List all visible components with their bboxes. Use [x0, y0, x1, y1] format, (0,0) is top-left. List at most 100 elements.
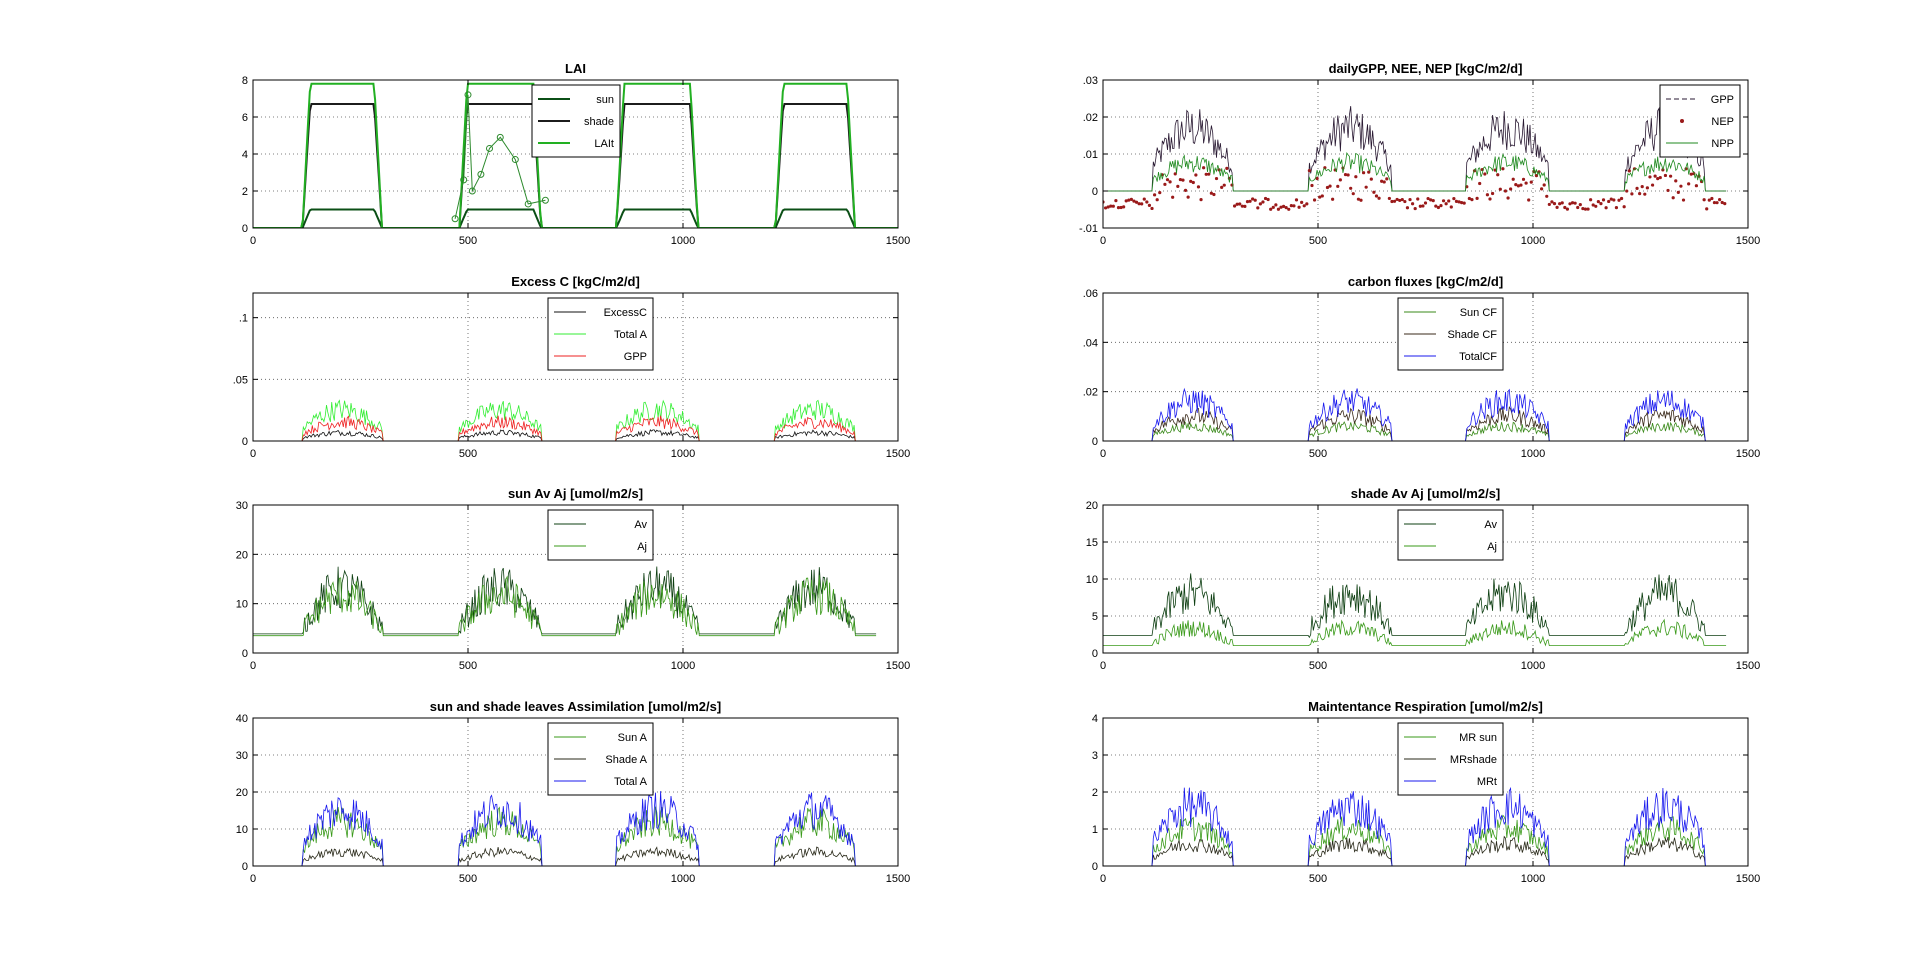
nep-marker — [1612, 198, 1616, 202]
legend: MR sun MRshade MRt — [1397, 722, 1504, 796]
x-tick-label: 1500 — [886, 873, 910, 885]
extra-point — [477, 170, 485, 178]
nep-marker — [1106, 205, 1110, 209]
series-line-shade-cf — [1103, 405, 1727, 441]
nep-marker — [1609, 197, 1613, 201]
series-line-av — [1103, 573, 1727, 639]
nep-marker — [1576, 205, 1580, 210]
nep-marker — [1563, 205, 1567, 210]
nep-marker — [1648, 175, 1652, 179]
y-tick-label: 2 — [242, 186, 248, 198]
nep-marker — [1207, 172, 1211, 176]
series-line-npp — [1103, 152, 1727, 192]
nep-marker — [1669, 174, 1673, 178]
chart-0: 0 500 1000 1500 0 2 4 6 8 LAI sun shade LAIt — [242, 61, 910, 247]
nep-marker — [1398, 198, 1402, 203]
y-tick-label: .1 — [239, 313, 248, 325]
nep-marker — [1405, 206, 1410, 210]
nep-marker — [1287, 207, 1291, 211]
extra-point — [496, 133, 504, 141]
y-tick-label: 4 — [1092, 713, 1098, 725]
nep-marker — [1509, 187, 1513, 191]
nep-marker — [1627, 169, 1631, 173]
y-tick-label: 5 — [1092, 611, 1098, 623]
nep-marker — [1225, 166, 1229, 170]
series-group — [253, 791, 877, 866]
nep-marker — [1111, 204, 1115, 208]
series-line-shade — [253, 103, 898, 228]
nep-marker — [1209, 191, 1213, 195]
nep-marker — [1372, 190, 1376, 194]
nep-marker — [1511, 177, 1515, 181]
nep-marker — [1521, 177, 1526, 181]
y-tick-label: 0 — [1092, 648, 1098, 660]
nep-marker — [1196, 185, 1201, 189]
nep-marker — [1447, 199, 1451, 203]
legend-label: Total A — [614, 776, 648, 788]
x-tick-label: 500 — [459, 448, 477, 460]
nep-marker — [1596, 200, 1600, 204]
nep-marker — [1315, 176, 1319, 181]
x-tick-label: 1500 — [1736, 660, 1760, 672]
nep-marker — [1707, 198, 1711, 202]
x-tick-label: 500 — [1309, 873, 1327, 885]
y-tick-label: 3 — [1092, 750, 1098, 762]
legend: ExcessC Total A GPP — [547, 297, 654, 371]
nep-marker — [1109, 204, 1113, 208]
nep-marker — [1645, 186, 1649, 190]
legend-label: shade — [584, 116, 614, 128]
x-tick-label: 1000 — [671, 873, 695, 885]
series-group — [1103, 786, 1727, 866]
nep-marker — [1630, 192, 1634, 196]
x-tick-label: 1000 — [1521, 660, 1545, 672]
nep-marker — [1251, 197, 1255, 201]
nep-marker — [1534, 174, 1539, 178]
nep-marker — [1356, 197, 1361, 201]
nep-marker — [1617, 198, 1621, 202]
extra-point — [541, 196, 549, 204]
nep-marker — [1524, 181, 1528, 185]
nep-marker — [1501, 167, 1505, 171]
nep-marker — [1140, 202, 1144, 206]
y-tick-label: 30 — [236, 500, 248, 512]
x-tick-label: 1000 — [671, 448, 695, 460]
y-tick-label: 20 — [236, 787, 248, 799]
nep-marker — [1122, 205, 1126, 209]
nep-marker — [1279, 205, 1283, 209]
nep-marker — [1490, 191, 1495, 196]
nep-marker — [1694, 184, 1698, 188]
nep-marker — [1129, 197, 1133, 201]
nep-marker — [1454, 199, 1459, 203]
nep-marker — [1658, 175, 1662, 180]
legend-box — [1659, 84, 1741, 158]
legend-label: GPP — [1711, 94, 1734, 106]
nep-marker — [1483, 172, 1487, 176]
extra-point — [451, 215, 459, 223]
nep-marker — [1488, 197, 1492, 201]
y-tick-label: 0 — [242, 861, 248, 873]
nep-marker — [1163, 182, 1167, 186]
y-tick-label: 0 — [242, 223, 248, 235]
legend: GPP NEP NPP — [1659, 84, 1741, 158]
extra-point — [460, 176, 468, 184]
nep-marker — [1666, 188, 1670, 193]
x-tick-label: 1000 — [671, 235, 695, 247]
nep-marker — [1176, 184, 1180, 188]
series-group — [253, 399, 877, 441]
x-tick-label: 1000 — [671, 660, 695, 672]
nep-marker — [1555, 205, 1559, 209]
chart-title: LAI — [565, 61, 586, 76]
nep-marker — [1297, 205, 1301, 209]
nep-marker — [1349, 186, 1353, 190]
nep-marker — [1421, 204, 1425, 208]
legend-box — [547, 509, 654, 561]
legend-label: Aj — [1487, 541, 1497, 553]
nep-marker — [1331, 197, 1335, 201]
legend-label: Sun A — [618, 732, 648, 744]
nep-marker — [1478, 181, 1482, 186]
nep-marker — [1622, 205, 1626, 209]
nep-marker — [1542, 183, 1546, 187]
nep-marker — [1269, 207, 1273, 211]
nep-marker — [1261, 200, 1265, 204]
y-tick-label: 0 — [242, 436, 248, 448]
